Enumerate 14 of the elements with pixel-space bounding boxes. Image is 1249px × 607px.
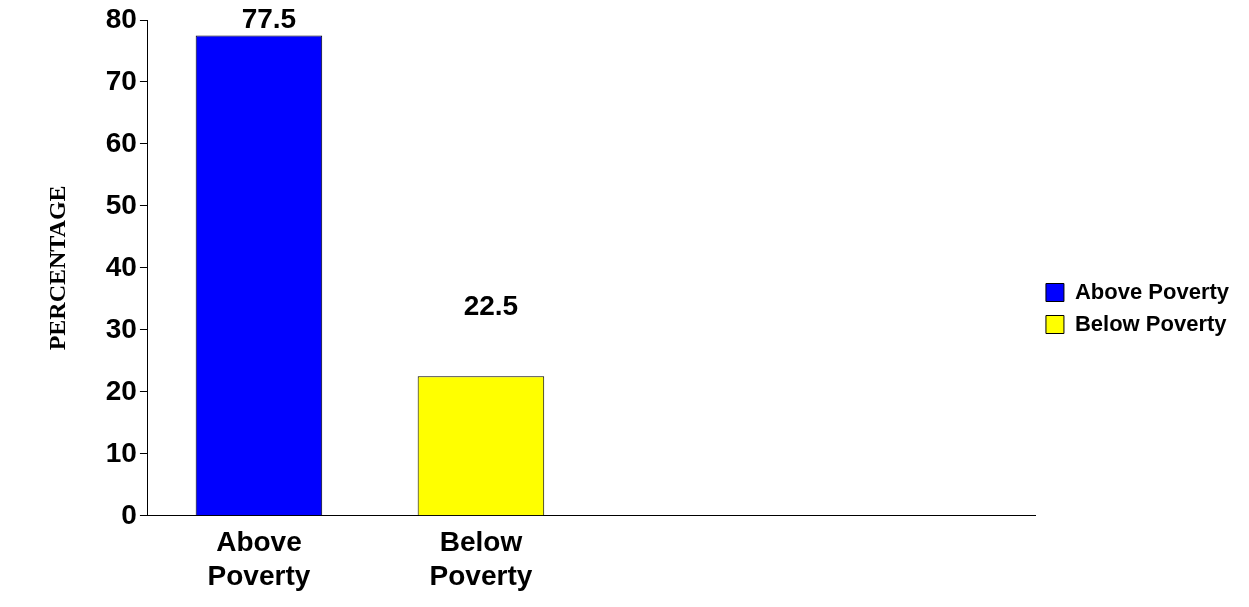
- y-tick-label: 80: [105, 2, 137, 34]
- legend-label: Below Poverty: [1074, 310, 1228, 336]
- y-tick-label: 50: [105, 188, 137, 220]
- y-axis-title: PERCENTAGE: [43, 185, 70, 351]
- y-tick-label: 0: [121, 498, 137, 530]
- data-label: 77.5: [241, 2, 297, 34]
- y-tick-label: 60: [105, 126, 137, 158]
- data-label: 22.5: [463, 290, 519, 322]
- legend-label: Above Poverty: [1074, 278, 1230, 304]
- y-tick-label: 70: [105, 64, 137, 96]
- y-tick-label: 30: [105, 312, 137, 344]
- y-tick-label: 20: [105, 374, 137, 406]
- y-tick-label: 40: [105, 250, 137, 282]
- y-tick-label: 10: [105, 436, 137, 468]
